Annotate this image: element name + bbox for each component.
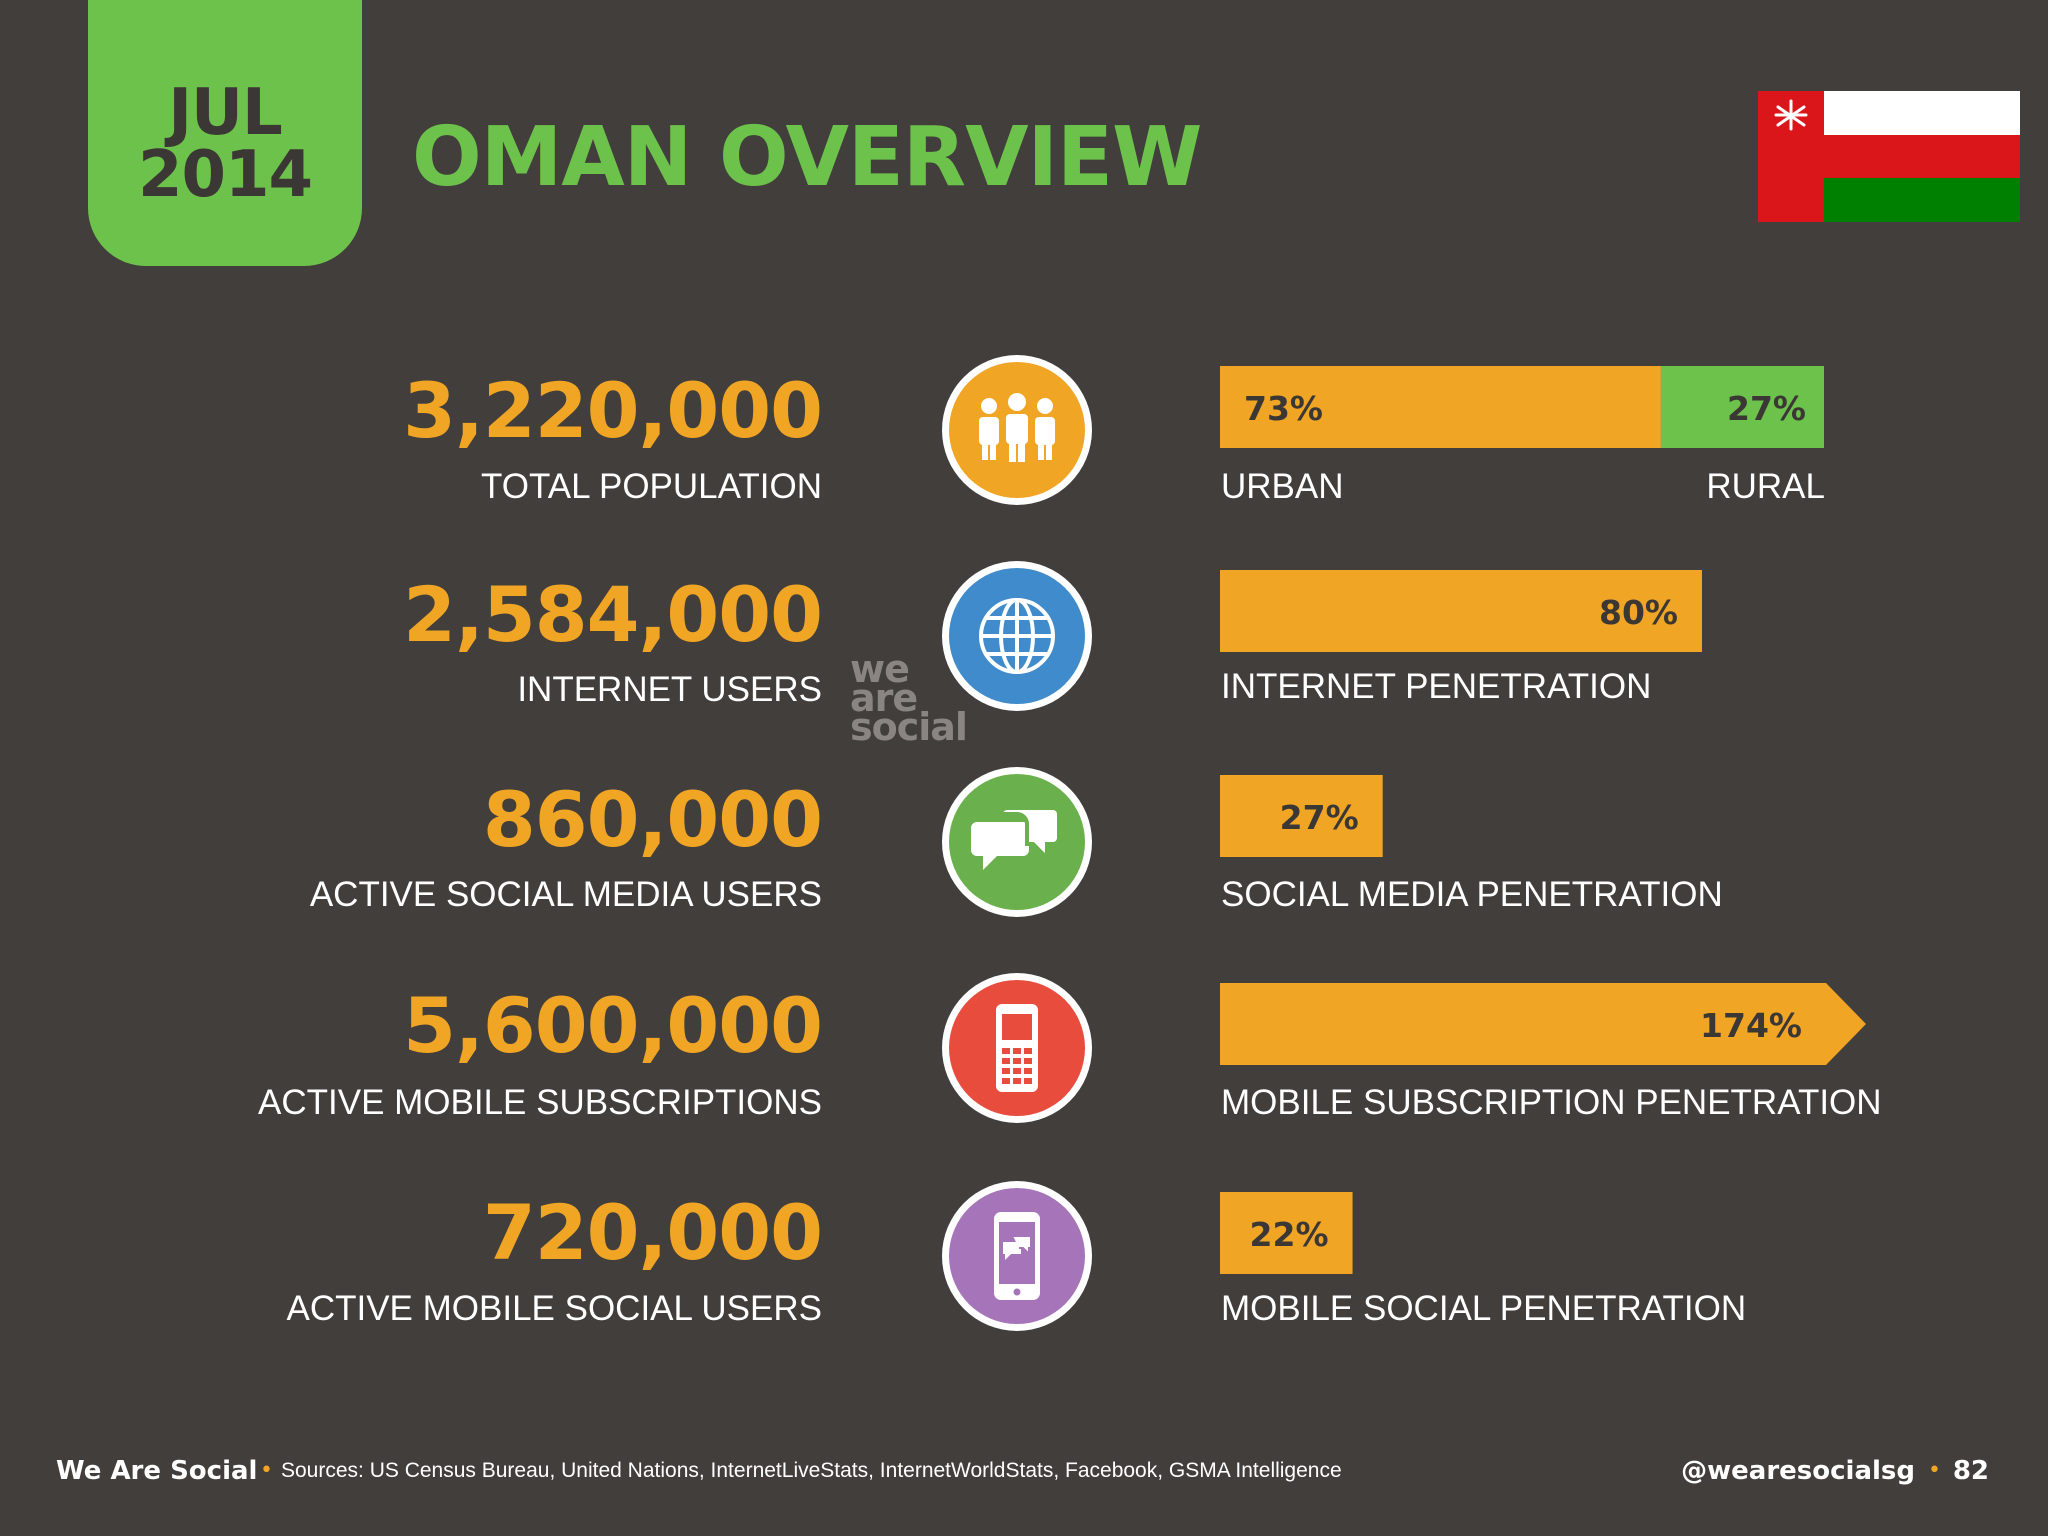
social-users-label: ACTIVE SOCIAL MEDIA USERS (309, 875, 822, 914)
bar-value-label: 73% (1244, 389, 1323, 428)
internet-penetration-label: INTERNET PENETRATION (1221, 667, 1652, 706)
bar-fill (1220, 983, 1866, 1065)
mobile-social-value: 720,000 (482, 1188, 823, 1277)
globe-icon (979, 598, 1055, 674)
mobile-social-penetration-bar: 22% (1220, 1192, 1353, 1274)
footer-separator: • (260, 1458, 273, 1483)
internet-users-value: 2,584,000 (403, 570, 823, 659)
watermark-we: we (850, 647, 910, 691)
bar-value-label: 22% (1250, 1215, 1329, 1254)
watermark-logo: we are social (850, 647, 968, 749)
mobile-social-icon-circle (942, 1181, 1092, 1331)
oman-flag-icon (1758, 91, 2020, 222)
mobile-social-penetration-label: MOBILE SOCIAL PENETRATION (1221, 1289, 1747, 1328)
footer-sources: Sources: US Census Bureau, United Nation… (281, 1459, 1342, 1482)
footer-separator-2: • (1928, 1458, 1941, 1483)
bar-value-label: 174% (1700, 1006, 1802, 1045)
internet-penetration-bar: 80% (1220, 570, 1702, 652)
population-label: TOTAL POPULATION (481, 467, 822, 506)
mobile-subscriptions-value: 5,600,000 (403, 981, 823, 1070)
bar-fill (1220, 775, 1383, 857)
mobile-social-label: ACTIVE MOBILE SOCIAL USERS (286, 1289, 822, 1328)
bar-fill (1220, 570, 1702, 652)
rural-label: RURAL (1706, 467, 1825, 506)
bar-segment-rural (1660, 366, 1824, 448)
mobile-penetration-bar: 174% (1220, 983, 1866, 1065)
footer-brand: We Are Social (56, 1456, 258, 1486)
internet-users-label: INTERNET USERS (517, 670, 822, 709)
chat-bubbles-icon (971, 806, 1061, 870)
footer-handle[interactable]: @wearesocialsg (1681, 1456, 1915, 1486)
mobile-subscriptions-label: ACTIVE MOBILE SUBSCRIPTIONS (258, 1083, 822, 1122)
mobile-phone-icon (996, 1004, 1038, 1092)
population-icon-circle (942, 355, 1092, 505)
social-users-value: 860,000 (482, 775, 823, 864)
bar-value-label: 27% (1727, 389, 1806, 428)
page-title: OMAN OVERVIEW (412, 110, 1203, 205)
social-penetration-bar: 27% (1220, 775, 1383, 857)
mobile-penetration-label: MOBILE SUBSCRIPTION PENETRATION (1221, 1083, 1882, 1122)
social-penetration-label: SOCIAL MEDIA PENETRATION (1221, 875, 1723, 914)
watermark-are: are (850, 676, 918, 720)
people-icon (979, 393, 1055, 462)
page-number: 82 (1952, 1456, 1989, 1486)
bar-value-label: 80% (1599, 593, 1678, 632)
smartphone-chat-icon (994, 1212, 1040, 1300)
mobile-icon-circle (942, 973, 1092, 1123)
urban-rural-bar: 73% 27% (1220, 366, 1824, 448)
date-year: 2014 (137, 138, 313, 212)
social-icon-circle (942, 767, 1092, 917)
bar-segment-urban (1220, 366, 1661, 448)
date-month: JUL (168, 76, 283, 150)
population-value: 3,220,000 (403, 366, 823, 455)
watermark-social: social (850, 705, 968, 749)
date-tab: JUL 2014 (88, 0, 362, 266)
urban-label: URBAN (1221, 467, 1344, 506)
bar-value-label: 27% (1280, 798, 1359, 837)
internet-icon-circle (942, 561, 1092, 711)
bar-fill (1220, 1192, 1353, 1274)
